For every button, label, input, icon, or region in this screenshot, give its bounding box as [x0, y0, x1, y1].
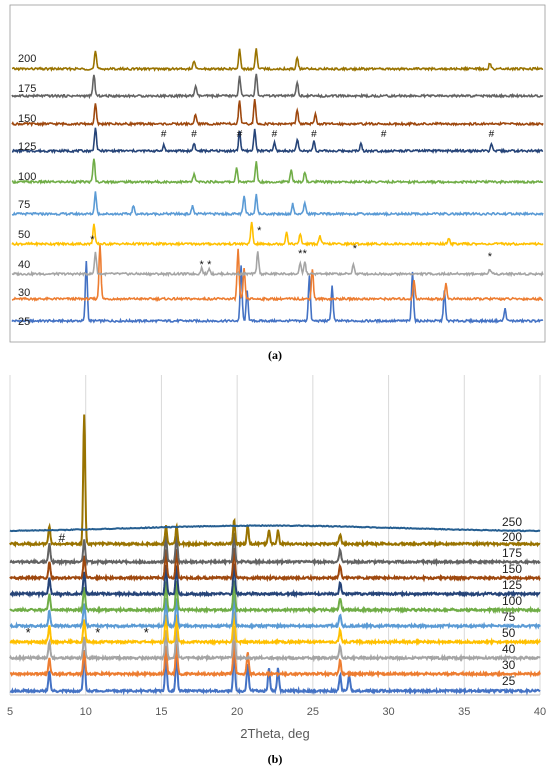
x-tick-label-b-1: 10	[80, 706, 92, 718]
series-line-b-100	[9, 580, 541, 615]
series-label-b-125: 125	[502, 578, 522, 592]
series-label-a-175: 175	[18, 83, 36, 95]
series-line-a-200	[11, 48, 544, 72]
series-label-b-75: 75	[502, 610, 516, 624]
x-tick-label-b-3: 20	[231, 706, 243, 718]
series-line-b-30	[9, 640, 541, 679]
star-marker-a-0: *	[90, 234, 95, 246]
caption-b: (b)	[267, 752, 283, 766]
xrd-chart-a: 25 30 40 50 75 100 125 150 175 200 # # # # # # # * * * * * * * *	[0, 0, 550, 370]
series-line-a-30	[11, 244, 544, 303]
x-tick-label-b-0: 5	[7, 706, 13, 718]
series-line-b-40	[9, 625, 541, 663]
series-line-b-25	[9, 650, 541, 696]
series-label-b-150: 150	[502, 562, 522, 576]
series-label-a-25: 25	[18, 316, 30, 328]
series-line-b-250	[9, 524, 541, 533]
series-line-b-125	[9, 561, 541, 599]
series-line-b-150	[9, 547, 541, 583]
series-label-a-200: 200	[18, 53, 36, 65]
series-label-a-150: 150	[18, 113, 36, 125]
series-line-a-100	[11, 158, 544, 186]
series-line-b-200	[9, 414, 541, 549]
star-marker-a-7: *	[488, 251, 493, 263]
chart-b-plot: 5 10 15 20 25 30 35 40 2Theta, deg 25 30 40 50 75 100 1…	[0, 370, 550, 750]
hash-marker-a-0: #	[161, 129, 167, 140]
star-marker-a-6: *	[353, 243, 358, 255]
hash-marker-a-3: #	[272, 129, 278, 140]
series-label-b-40: 40	[502, 642, 516, 656]
series-label-b-100: 100	[502, 594, 522, 608]
x-tick-label-b-2: 15	[155, 706, 167, 718]
series-label-b-50: 50	[502, 626, 516, 640]
series-line-a-75	[11, 191, 544, 218]
series-line-a-40	[11, 251, 544, 278]
caption-a: (a)	[268, 348, 282, 362]
hash-marker-a-5: #	[381, 129, 387, 140]
x-tick-label-b-4: 25	[307, 706, 319, 718]
series-line-a-125	[11, 127, 544, 155]
star-marker-b-1: *	[95, 625, 100, 640]
series-line-a-25	[11, 260, 544, 325]
chart-a-frame	[9, 4, 546, 343]
series-label-a-30: 30	[18, 287, 30, 299]
x-axis-label-b: 2Theta, deg	[240, 726, 309, 741]
hash-marker-a-1: #	[191, 129, 197, 140]
series-label-a-125: 125	[18, 141, 36, 153]
hash-marker-a-6: #	[489, 129, 495, 140]
series-line-a-175	[11, 73, 544, 100]
series-line-a-50	[11, 221, 544, 248]
x-tick-label-b-5: 30	[382, 706, 394, 718]
series-label-b-200: 200	[502, 530, 522, 544]
star-marker-a-3: *	[257, 225, 262, 237]
x-tick-label-b-7: 40	[534, 706, 546, 718]
star-marker-a-4: *	[298, 248, 303, 260]
series-label-a-75: 75	[18, 199, 30, 211]
hash-marker-b-0: #	[58, 531, 65, 545]
hash-marker-a-4: #	[311, 129, 317, 140]
series-line-b-75	[9, 592, 541, 631]
series-label-b-250: 250	[502, 515, 522, 529]
series-line-b-50	[9, 609, 541, 647]
series-label-b-30: 30	[502, 658, 516, 672]
hash-marker-a-2: #	[237, 129, 243, 140]
series-label-b-25: 25	[502, 674, 516, 688]
series-line-a-150	[11, 99, 544, 128]
star-marker-b-2: *	[144, 625, 149, 640]
star-marker-a-5: *	[303, 248, 308, 260]
series-label-a-40: 40	[18, 259, 30, 271]
star-marker-b-0: *	[26, 625, 31, 640]
star-marker-a-2: *	[207, 259, 212, 271]
series-line-b-175	[9, 532, 541, 567]
chart-b-bg	[0, 370, 550, 750]
x-tick-label-b-6: 35	[458, 706, 470, 718]
star-marker-a-1: *	[200, 259, 205, 271]
series-label-b-175: 175	[502, 546, 522, 560]
series-label-a-50: 50	[18, 229, 30, 241]
xrd-chart-b: 5 10 15 20 25 30 35 40 2Theta, deg 25 30 40 50 75 100 1…	[0, 370, 550, 771]
series-label-a-100: 100	[18, 171, 36, 183]
